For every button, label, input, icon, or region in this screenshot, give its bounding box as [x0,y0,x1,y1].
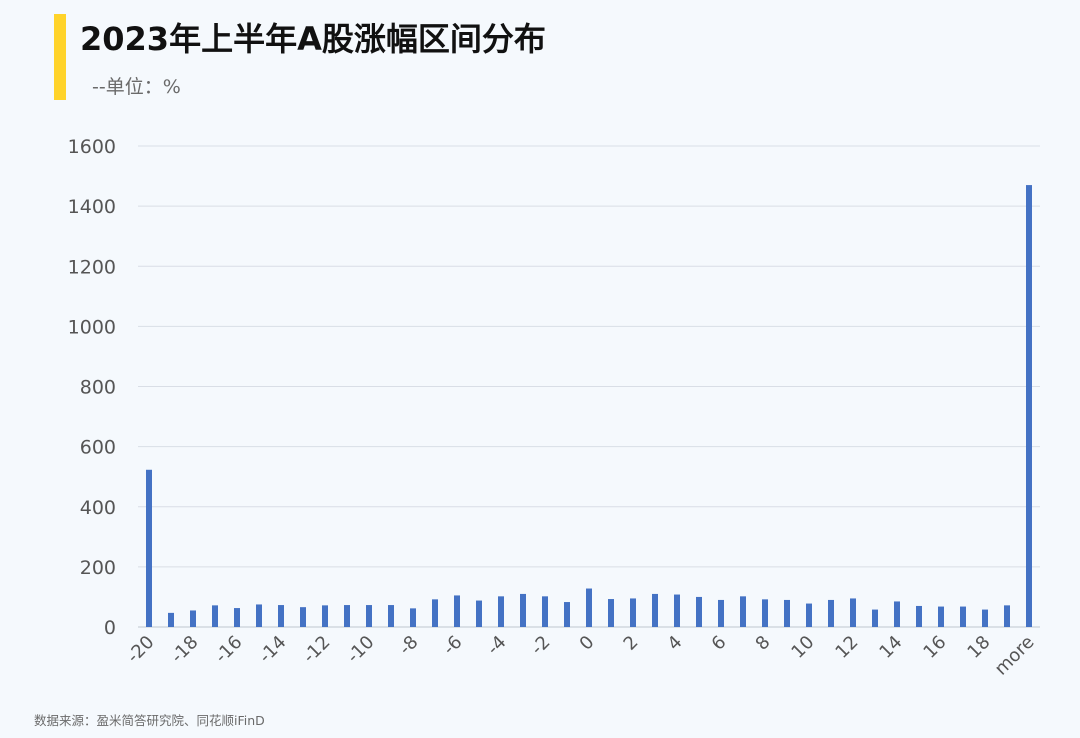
bar [916,605,922,627]
bar [410,608,416,627]
x-tick-label: 16 [919,632,950,663]
bar [982,609,988,627]
bar [432,599,438,627]
x-tick-label: 4 [664,632,687,655]
bar [454,595,460,627]
x-tick-label: -2 [527,632,555,660]
y-tick-label: 400 [80,497,116,519]
x-tick-label: -18 [167,632,203,668]
bar [740,596,746,627]
bar [784,599,790,627]
bar [256,604,262,627]
y-tick-label: 1000 [68,316,116,338]
bar [828,599,834,627]
bar [652,593,658,627]
bar [542,596,548,627]
y-tick-label: 1400 [68,196,116,218]
y-tick-label: 0 [104,617,116,639]
bar [630,598,636,627]
chart-title: 2023年上半年A股涨幅区间分布 [80,20,546,58]
bar [1026,185,1032,628]
bar [146,469,152,627]
title-accent-bar [54,14,66,100]
x-tick-label: 18 [963,632,994,663]
x-tick-label: -14 [255,632,291,668]
data-source-note: 数据来源：盈米简答研究院、同花顺iFinD [34,713,265,728]
y-tick-label: 800 [80,377,116,399]
bar [498,596,504,627]
y-tick-label: 1600 [68,136,116,158]
bar [388,605,394,627]
y-tick-label: 200 [80,557,116,579]
bar [872,609,878,627]
x-tick-label: -6 [439,632,467,660]
bar [300,607,306,627]
x-tick-label: -8 [395,632,423,660]
bar [608,599,614,627]
bar [278,605,284,627]
bar [366,605,372,627]
x-tick-label: 8 [752,632,775,655]
chart-unit-subtitle: --单位：% [92,76,181,98]
bar [850,598,856,627]
x-tick-label: more [991,632,1039,680]
bar [476,600,482,627]
bar [674,594,680,627]
bar [586,588,592,627]
x-tick-label: 0 [576,632,599,655]
bar [168,612,174,627]
x-tick-label: -4 [483,632,511,660]
bar [520,593,526,627]
bar [344,605,350,627]
y-tick-label: 600 [80,437,116,459]
x-tick-label: -20 [123,632,159,668]
bar [212,605,218,627]
bar [894,601,900,627]
bar [564,602,570,627]
bar [322,605,328,627]
bar [938,606,944,627]
bar [806,603,812,627]
bar [762,599,768,627]
x-tick-label: 2 [620,632,643,655]
bar [234,608,240,627]
bar [696,596,702,627]
bar [960,606,966,627]
x-tick-label: 12 [831,632,862,663]
bar [190,610,196,627]
x-tick-label: 6 [708,632,731,655]
bar [718,599,724,627]
x-tick-label: -16 [211,632,247,668]
x-tick-label: 10 [787,632,818,663]
bar [1004,605,1010,627]
x-tick-label: -10 [343,632,379,668]
x-tick-label: -12 [299,632,335,668]
x-tick-label: 14 [875,632,906,663]
y-tick-label: 1200 [68,256,116,278]
